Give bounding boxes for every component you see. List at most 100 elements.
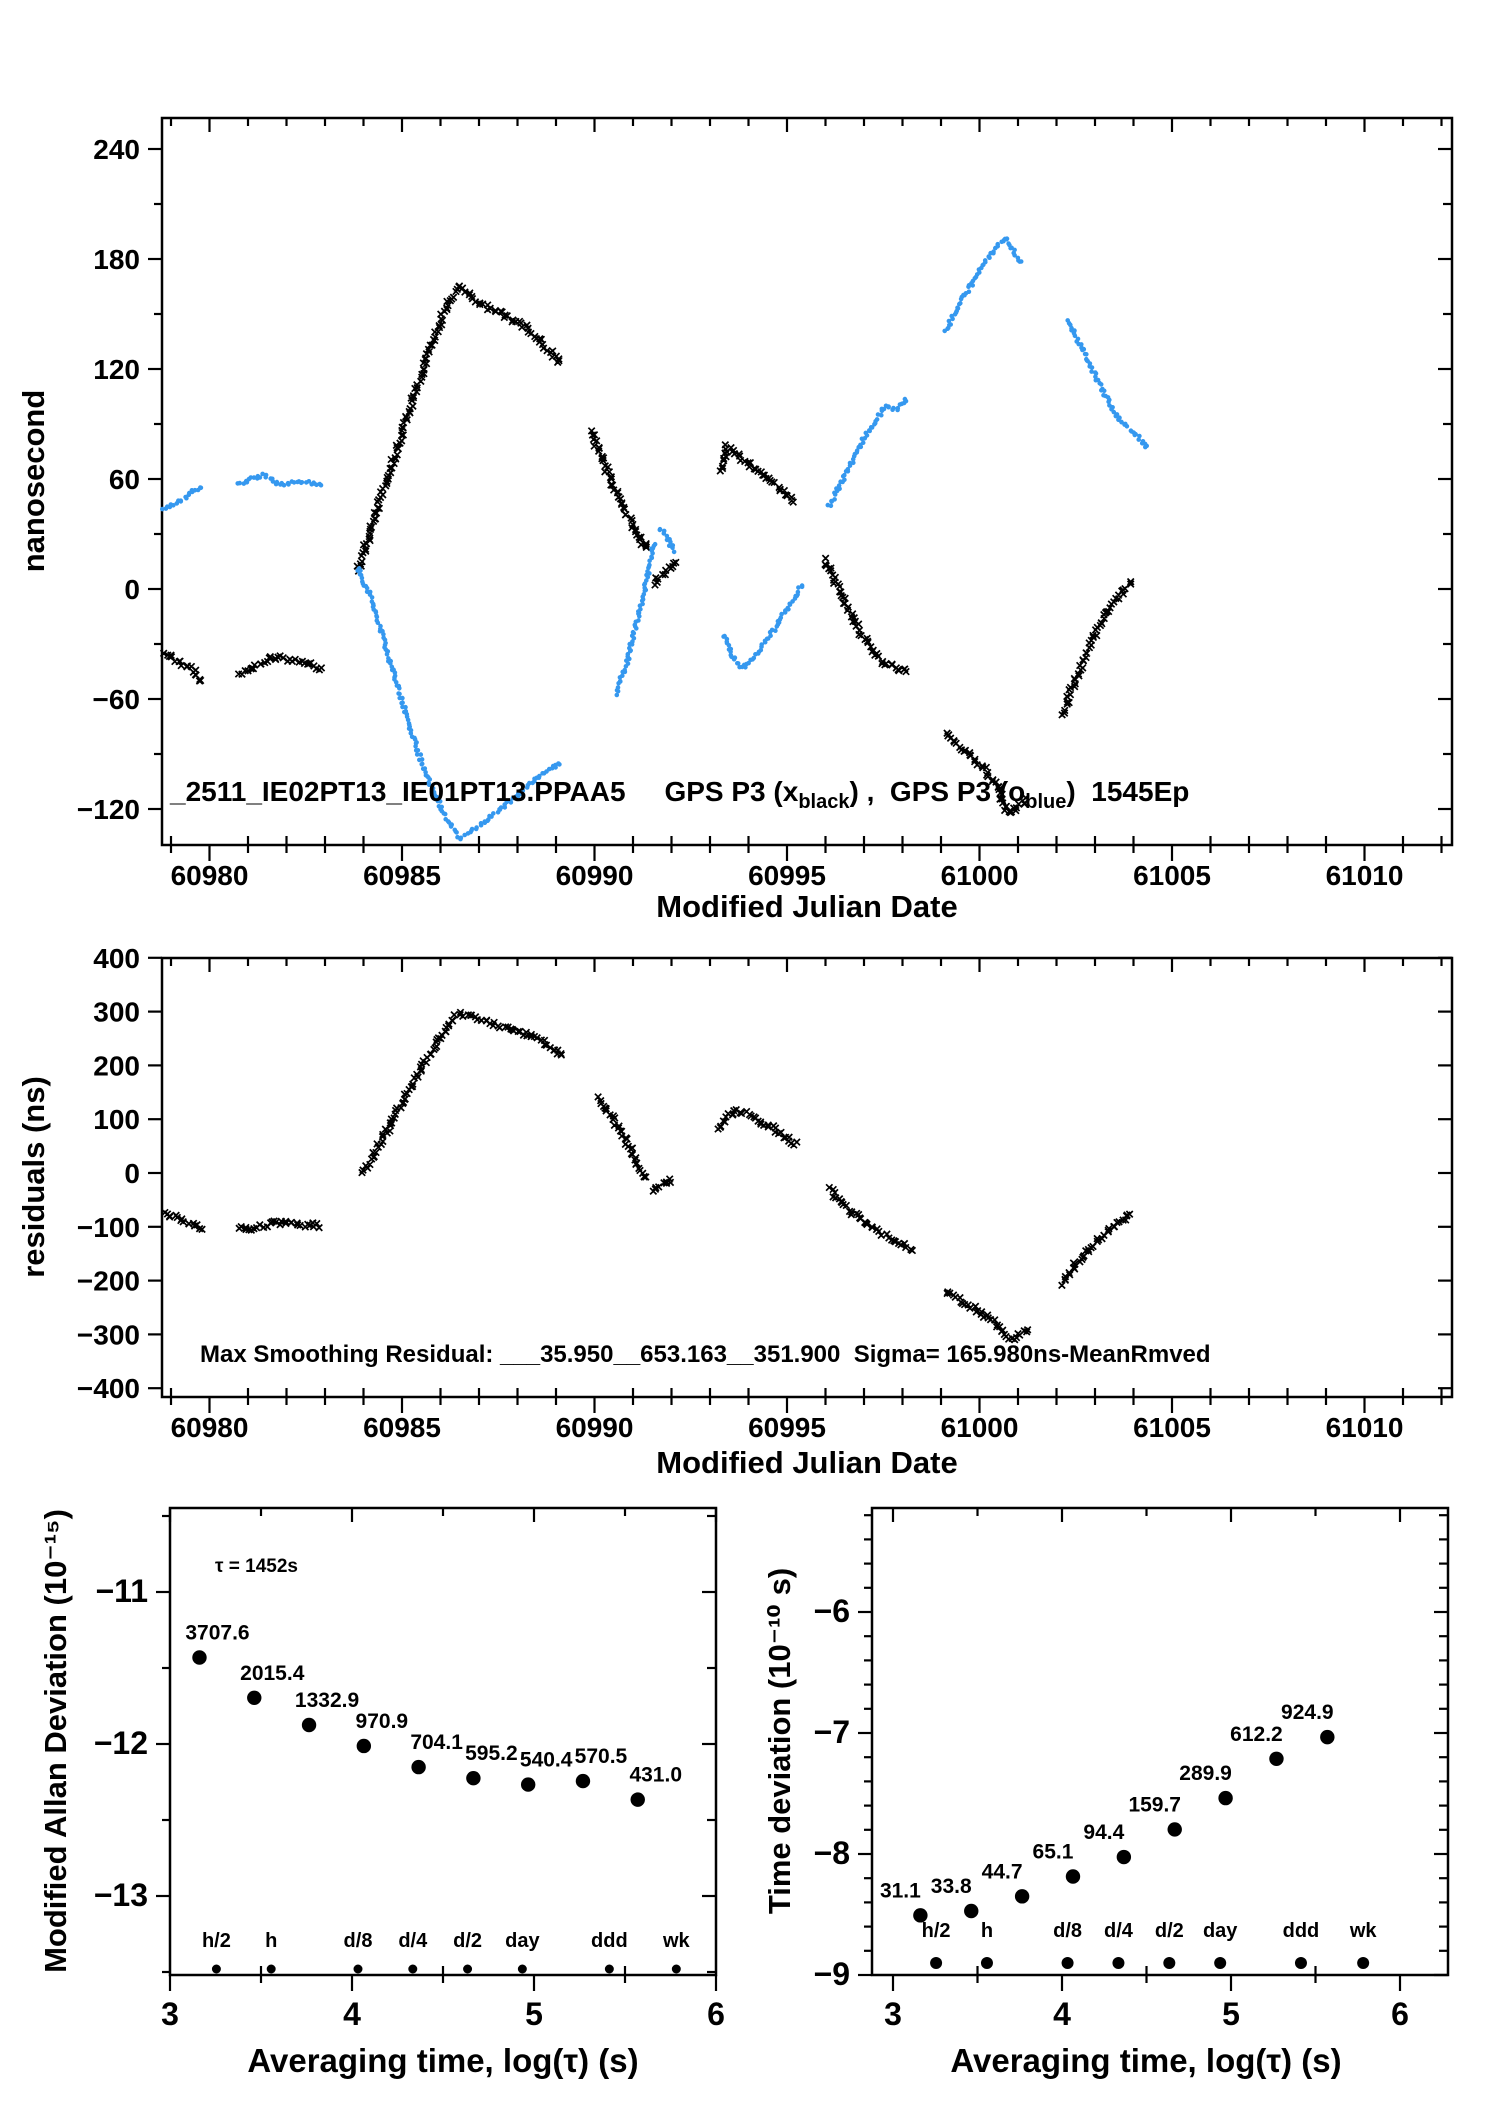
mdev-point-label: 570.5 <box>575 1745 628 1768</box>
mdev-time-marker-label: d/4 <box>398 1930 428 1952</box>
residuals-ytick-label: −100 <box>77 1212 140 1243</box>
tdev-point-label: 33.8 <box>931 1875 972 1898</box>
mdev-time-marker-label: day <box>505 1930 540 1952</box>
mdev-time-marker-dot <box>408 1964 418 1974</box>
phase-xtick-label: 60985 <box>363 860 441 891</box>
mdev-xtick-label: 6 <box>707 1996 725 2032</box>
mdev-time-marker-dot <box>463 1964 473 1974</box>
phase-ytick-label: −60 <box>93 684 141 715</box>
mdev-time-marker-label: d/8 <box>344 1930 373 1952</box>
mdev-point <box>247 1690 262 1705</box>
tdev-point <box>1116 1849 1132 1865</box>
mdev-ytick-label: −11 <box>95 1573 148 1609</box>
tdev-time-marker-dot <box>930 1957 943 1969</box>
mdev-point-label: 3707.6 <box>185 1622 249 1645</box>
mdev-time-marker-label: wk <box>662 1930 691 1952</box>
tdev-point <box>1167 1822 1182 1837</box>
tdev-xtick-label: 6 <box>1391 1996 1409 2032</box>
tdev-xtick-label: 3 <box>884 1996 902 2032</box>
tdev-ytick-label: −7 <box>814 1714 850 1750</box>
tdev-time-marker-label: h <box>981 1920 993 1942</box>
phase-ylabel: nanosecond <box>16 390 51 573</box>
mdev-time-marker-label: h <box>265 1930 277 1952</box>
black-x-trace <box>159 282 1135 817</box>
tdev-point-label: 65.1 <box>1033 1841 1074 1864</box>
phase-ytick-label: 60 <box>109 464 140 495</box>
tdev-point-label: 159.7 <box>1128 1793 1181 1816</box>
tdev-point-label: 44.7 <box>982 1860 1023 1883</box>
tdev-point <box>964 1903 979 1919</box>
tdev-point <box>1014 1889 1030 1904</box>
mdev-point <box>301 1717 317 1733</box>
tdev-time-marker-label: h/2 <box>922 1920 951 1942</box>
mdev-time-marker-dot <box>353 1964 363 1974</box>
mdev-xtick-label: 3 <box>161 1996 179 2032</box>
residuals-panel: 60980 60985 60990 60995 61000 61005 61010 400 30… <box>77 943 1454 1443</box>
mdev-point-label: 970.9 <box>356 1710 409 1733</box>
tdev-xlabel: Averaging time, log(τ) (s) <box>950 2042 1341 2079</box>
tdev-time-marker-label: ddd <box>1283 1920 1320 1942</box>
tdev-time-marker-dot <box>1163 1957 1176 1969</box>
max-smoothing-annotation: Max Smoothing Residual: ___35.950__653.1… <box>200 1341 1211 1368</box>
tdev-ytick-label: −6 <box>814 1593 850 1629</box>
mdev-time-marker-dot <box>266 1964 276 1974</box>
mdev-point-label: 595.2 <box>465 1742 518 1765</box>
mdev-ytick-label: −12 <box>94 1725 148 1761</box>
residuals-ylabel: residuals (ns) <box>16 1076 51 1278</box>
tdev-point <box>1218 1790 1233 1806</box>
phase-ytick-label: −120 <box>77 794 140 825</box>
mdev-panel: 3 4 5 6 −11 −12 −13 3707.6 2015.4 1332.9970.9704.… <box>94 1506 725 2032</box>
tdev-point-label: 289.9 <box>1179 1762 1232 1785</box>
mdev-time-marker-label: d/2 <box>453 1930 482 1952</box>
mdev-xtick-label: 5 <box>525 1996 543 2032</box>
phase-panel: 60980 60985 60990 60995 61000 61005 61010 240 18… <box>77 116 1454 891</box>
tdev-point-label: 31.1 <box>880 1879 921 1902</box>
residuals-ytick-label: 100 <box>93 1104 140 1135</box>
mdev-point-label: 2015.4 <box>240 1662 305 1685</box>
mdev-xlabel: Averaging time, log(τ) (s) <box>247 2042 638 2079</box>
phase-ytick-label: 0 <box>124 574 140 605</box>
residuals-xtick-label: 60990 <box>556 1412 634 1443</box>
phase-ytick-label: 240 <box>93 134 140 165</box>
tdev-time-marker-label: wk <box>1349 1920 1378 1942</box>
residuals-xtick-label: 61005 <box>1133 1412 1211 1443</box>
mdev-point <box>630 1792 645 1807</box>
tdev-time-marker-label: d/2 <box>1155 1920 1184 1942</box>
tdev-time-marker-dot <box>1294 1957 1307 1969</box>
tdev-point-label: 94.4 <box>1083 1821 1124 1844</box>
tdev-time-marker-dot <box>980 1957 993 1969</box>
mdev-time-marker-label: ddd <box>591 1930 628 1952</box>
tdev-xtick-label: 5 <box>1222 1996 1240 2032</box>
tdev-ytick-label: −9 <box>814 1956 850 1992</box>
residuals-xlabel: Modified Julian Date <box>656 1445 957 1480</box>
tdev-point <box>1065 1869 1081 1884</box>
residuals-xtick-label: 61010 <box>1326 1412 1404 1443</box>
mdev-point <box>466 1771 481 1786</box>
mdev-point-label: 431.0 <box>629 1764 682 1787</box>
mdev-time-marker-label: h/2 <box>202 1930 231 1952</box>
phase-xtick-label: 61010 <box>1326 860 1404 891</box>
tdev-box <box>870 1506 1450 1977</box>
tdev-time-marker-label: d/4 <box>1104 1920 1134 1942</box>
mdev-point <box>192 1650 207 1665</box>
mdev-point-label: 1332.9 <box>295 1689 359 1712</box>
mdev-ytick-label: −13 <box>94 1877 148 1913</box>
phase-xtick-label: 61005 <box>1133 860 1211 891</box>
residuals-ytick-label: −300 <box>77 1319 140 1350</box>
mdev-time-marker-dot <box>604 1964 614 1974</box>
tdev-point <box>913 1908 928 1923</box>
mdev-point <box>575 1773 591 1789</box>
mdev-xtick-label: 4 <box>343 1996 361 2032</box>
tdev-ytick-label: −8 <box>814 1835 850 1871</box>
tdev-time-marker-dot <box>1214 1957 1227 1969</box>
tdev-point-label: 924.9 <box>1281 1701 1334 1724</box>
phase-xtick-label: 60990 <box>556 860 634 891</box>
phase-title: _2511_IE02PT13_IE01PT13.PPAA5 GPS P3 (xb… <box>169 776 1189 813</box>
mdev-point <box>520 1777 536 1792</box>
tdev-point <box>1269 1751 1284 1766</box>
residuals-ytick-label: 0 <box>124 1158 140 1189</box>
residuals-xtick-label: 60980 <box>171 1412 249 1443</box>
